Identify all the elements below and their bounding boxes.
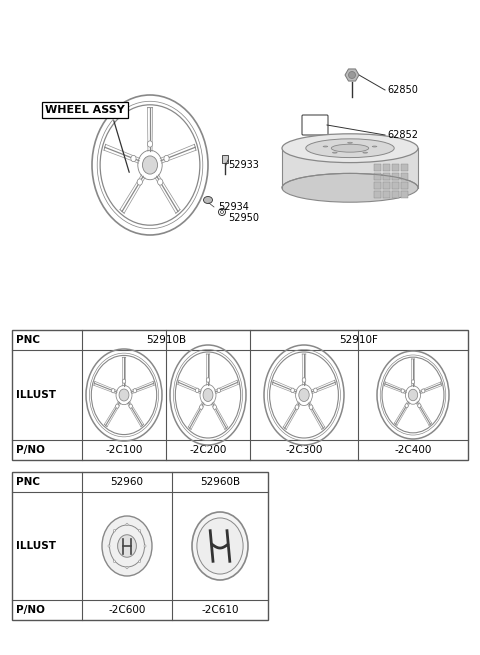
Text: PNC: PNC [16, 335, 40, 345]
Ellipse shape [220, 210, 224, 214]
Bar [392, 182, 399, 189]
Text: 52910B: 52910B [146, 335, 186, 345]
Bar [383, 191, 390, 198]
Ellipse shape [157, 179, 163, 185]
Text: 62852: 62852 [387, 130, 418, 140]
Text: -2C600: -2C600 [108, 605, 146, 615]
Ellipse shape [372, 146, 377, 147]
Ellipse shape [299, 388, 309, 402]
Text: -2C200: -2C200 [189, 445, 227, 455]
Ellipse shape [348, 142, 352, 143]
Ellipse shape [122, 379, 126, 383]
Bar [383, 173, 390, 180]
Text: -2C610: -2C610 [201, 605, 239, 615]
Ellipse shape [113, 560, 115, 563]
Bar [383, 164, 390, 171]
Bar [383, 182, 390, 189]
Bar [12, 472, 268, 620]
Ellipse shape [313, 388, 317, 392]
Ellipse shape [197, 518, 243, 574]
Polygon shape [345, 69, 359, 81]
Ellipse shape [144, 545, 146, 547]
Ellipse shape [118, 534, 136, 557]
Text: 52960: 52960 [110, 477, 144, 487]
Ellipse shape [408, 389, 418, 401]
Ellipse shape [143, 156, 157, 174]
Ellipse shape [147, 141, 153, 147]
Ellipse shape [331, 144, 369, 152]
Bar [374, 191, 381, 198]
Ellipse shape [405, 403, 408, 407]
Text: 52934: 52934 [218, 202, 249, 212]
Ellipse shape [131, 155, 136, 162]
Ellipse shape [206, 378, 210, 383]
Text: P/NO: P/NO [16, 605, 45, 615]
Bar [401, 182, 408, 189]
Ellipse shape [116, 404, 119, 408]
Ellipse shape [203, 388, 213, 402]
Ellipse shape [137, 179, 143, 185]
Ellipse shape [113, 529, 115, 532]
Ellipse shape [418, 403, 421, 407]
Bar [222, 155, 228, 163]
Ellipse shape [164, 155, 169, 162]
Text: 52933: 52933 [228, 160, 259, 170]
Ellipse shape [119, 389, 129, 401]
Ellipse shape [421, 389, 425, 393]
Text: ILLUST: ILLUST [16, 390, 56, 400]
Ellipse shape [139, 560, 141, 563]
Bar [12, 330, 468, 460]
Ellipse shape [195, 388, 199, 392]
Ellipse shape [213, 405, 216, 409]
FancyBboxPatch shape [302, 115, 328, 135]
Ellipse shape [126, 567, 128, 569]
Text: WHEEL ASSY: WHEEL ASSY [45, 105, 125, 115]
Ellipse shape [129, 404, 132, 408]
Ellipse shape [323, 146, 328, 147]
Ellipse shape [309, 405, 313, 409]
Bar [392, 173, 399, 180]
Text: P/NO: P/NO [16, 445, 45, 455]
Ellipse shape [139, 529, 141, 532]
Ellipse shape [192, 512, 248, 580]
Ellipse shape [306, 139, 394, 158]
Text: 52960B: 52960B [200, 477, 240, 487]
Ellipse shape [333, 152, 337, 153]
Ellipse shape [102, 516, 152, 576]
Text: -2C100: -2C100 [105, 445, 143, 455]
Text: 52910F: 52910F [339, 335, 378, 345]
Bar [401, 173, 408, 180]
Text: 52950: 52950 [228, 213, 259, 223]
Ellipse shape [108, 545, 110, 547]
Text: 62850: 62850 [387, 85, 418, 95]
Ellipse shape [302, 378, 306, 383]
Ellipse shape [217, 388, 220, 392]
Ellipse shape [401, 389, 404, 393]
Bar [392, 164, 399, 171]
Ellipse shape [282, 174, 418, 202]
Circle shape [348, 71, 356, 79]
Ellipse shape [411, 380, 415, 384]
Ellipse shape [111, 388, 115, 393]
Text: PNC: PNC [16, 477, 40, 487]
Bar [401, 191, 408, 198]
Ellipse shape [200, 405, 203, 409]
Ellipse shape [291, 388, 294, 392]
Ellipse shape [295, 405, 299, 409]
Ellipse shape [204, 196, 213, 204]
Ellipse shape [282, 134, 418, 162]
Text: -2C300: -2C300 [285, 445, 323, 455]
Ellipse shape [126, 523, 128, 525]
Bar [392, 191, 399, 198]
Text: ILLUST: ILLUST [16, 541, 56, 551]
Bar [374, 173, 381, 180]
Bar [401, 164, 408, 171]
Text: -2C400: -2C400 [394, 445, 432, 455]
Bar [374, 164, 381, 171]
Ellipse shape [363, 152, 368, 153]
Bar [374, 182, 381, 189]
Bar [282, 148, 418, 188]
Ellipse shape [133, 388, 136, 393]
